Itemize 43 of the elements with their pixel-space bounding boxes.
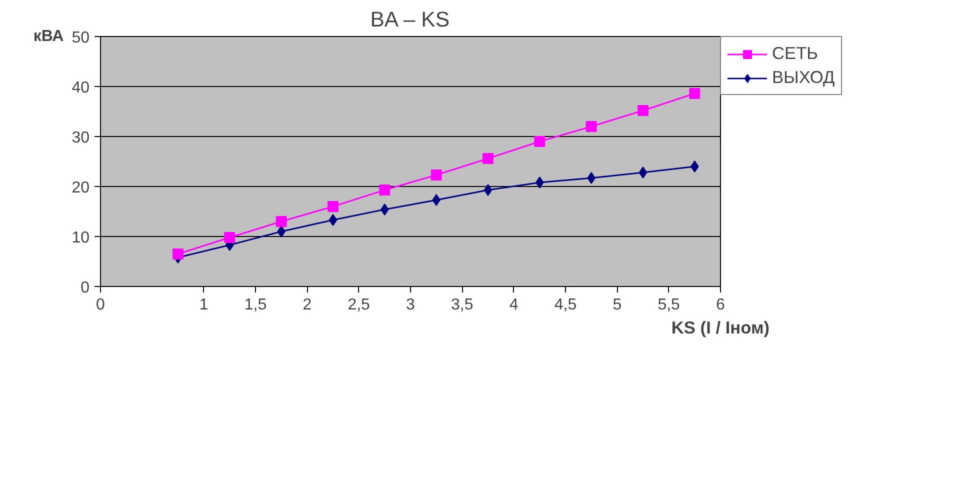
- x-axis-title: KS (I / Iном): [671, 318, 770, 338]
- x-tick-label: 5: [612, 296, 622, 314]
- x-tick-label: 6: [716, 296, 726, 314]
- point: [380, 204, 389, 216]
- y-tick-label: 50: [72, 30, 90, 46]
- point: [484, 184, 492, 196]
- y-tick-label: 10: [72, 230, 90, 246]
- chart-title: BA – KS: [370, 8, 450, 32]
- point: [172, 248, 184, 260]
- x-tick-label: 5,5: [658, 296, 680, 314]
- point: [536, 176, 544, 188]
- point: [224, 232, 236, 243]
- point: [276, 216, 287, 227]
- y-axis-title: кВА: [33, 28, 64, 45]
- x-tick-label: 4: [509, 296, 518, 314]
- point: [328, 201, 338, 212]
- x-tick-label: 1: [199, 296, 208, 314]
- y-tick-label: 20: [72, 180, 90, 196]
- x-tick-label: 3,5: [451, 296, 474, 314]
- point: [638, 166, 648, 178]
- y-tick-label: 30: [72, 130, 90, 146]
- legend-label: СЕТЬ: [772, 43, 818, 64]
- x-tick-label: 2,5: [348, 296, 370, 314]
- point: [430, 170, 442, 180]
- x-tick-label: 0: [96, 296, 106, 314]
- point: [587, 172, 596, 184]
- legend-label: ВЫХОД: [772, 67, 835, 88]
- point: [690, 160, 699, 172]
- point: [277, 226, 286, 238]
- point: [379, 184, 390, 196]
- point: [638, 105, 648, 116]
- x-tick-label: 3: [406, 296, 416, 314]
- point: [328, 214, 338, 226]
- y-tick-label: 40: [72, 80, 90, 96]
- x-tick-label: 1,5: [244, 296, 267, 314]
- x-tick-label: 2: [302, 296, 312, 314]
- point: [586, 121, 597, 132]
- point: [689, 88, 700, 99]
- y-tick-label: 0: [80, 280, 90, 296]
- point: [482, 153, 494, 164]
- x-tick-label: 4,5: [554, 296, 577, 314]
- point: [432, 194, 440, 206]
- point: [534, 136, 546, 147]
